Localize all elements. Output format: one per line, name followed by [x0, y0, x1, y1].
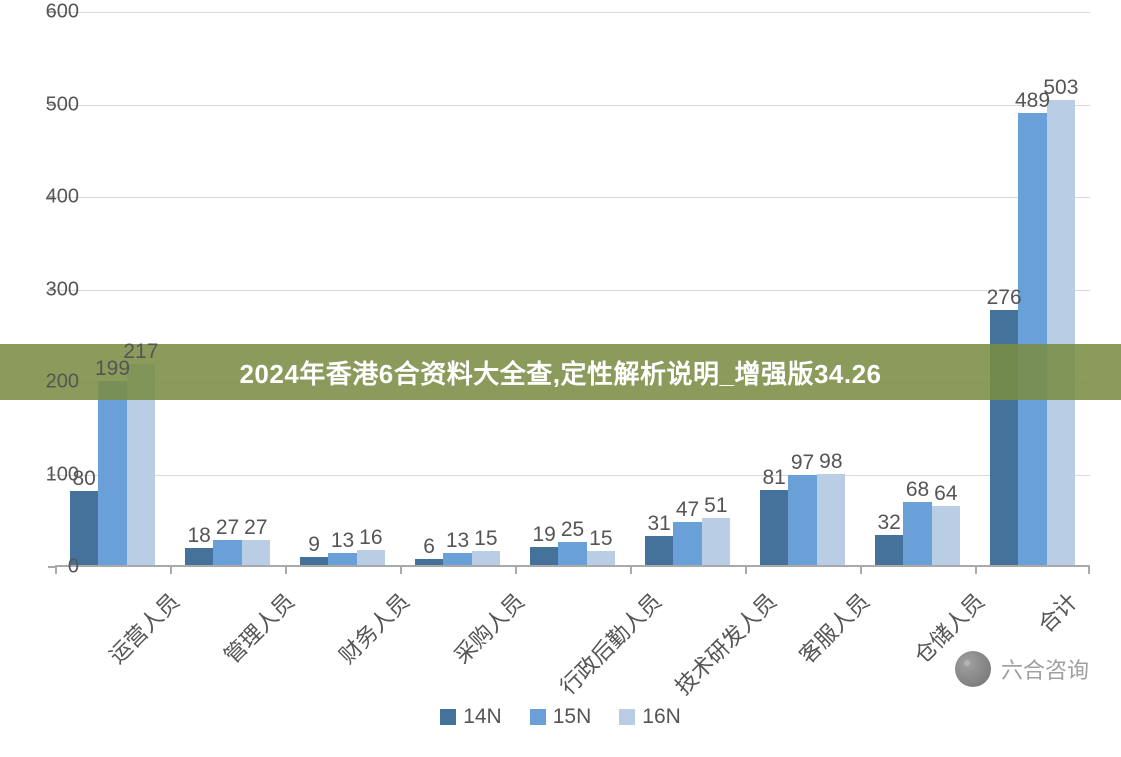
bar-value-label: 15: [589, 527, 612, 551]
bar: [185, 548, 213, 565]
gridline: [55, 12, 1090, 13]
bar: [1047, 100, 1075, 565]
bar-value-label: 15: [474, 527, 497, 551]
gridline: [55, 475, 1090, 476]
bar: [443, 553, 471, 565]
x-category-label: 技术研发人员: [666, 585, 782, 701]
bar-value-label: 32: [877, 511, 900, 535]
bar: [645, 536, 673, 565]
gridline: [55, 290, 1090, 291]
bar: [472, 551, 500, 565]
bar-value-label: 68: [906, 478, 929, 502]
x-tick-mark: [400, 567, 402, 574]
legend: 14N 15N 16N: [0, 705, 1121, 730]
legend-label: 14N: [463, 705, 502, 729]
legend-label: 16N: [642, 705, 681, 729]
legend-item: 16N: [619, 705, 681, 729]
legend-item: 15N: [530, 705, 592, 729]
bar-value-label: 27: [244, 516, 267, 540]
bar-value-label: 27: [216, 516, 239, 540]
bar: [70, 491, 98, 565]
bar: [328, 553, 356, 565]
x-tick-mark: [630, 567, 632, 574]
x-category-label: 采购人员: [445, 585, 530, 670]
legend-swatch: [619, 709, 635, 725]
bar-value-label: 9: [308, 533, 320, 557]
overlay-text: 2024年香港6合资料大全查,定性解析说明_增强版34.26: [239, 354, 881, 391]
bar: [817, 474, 845, 565]
bar: [357, 550, 385, 565]
bar-value-label: 64: [934, 482, 957, 506]
x-category-label: 合计: [1029, 585, 1083, 639]
bar-value-label: 19: [532, 523, 555, 547]
x-tick-mark: [1088, 567, 1090, 574]
x-category-label: 客服人员: [790, 585, 875, 670]
x-tick-mark: [55, 567, 57, 574]
watermark-text: 六合咨询: [1001, 653, 1089, 685]
x-tick-mark: [170, 567, 172, 574]
y-tick-label: 500: [46, 93, 79, 116]
y-tick-label: 600: [46, 1, 79, 24]
x-category-label: 行政后勤人员: [551, 585, 667, 701]
bar: [587, 551, 615, 565]
bar: [673, 522, 701, 565]
bar: [760, 490, 788, 565]
x-tick-mark: [975, 567, 977, 574]
bar-value-label: 16: [359, 526, 382, 550]
legend-item: 14N: [440, 705, 502, 729]
bar-value-label: 276: [987, 286, 1022, 310]
bar: [1018, 113, 1046, 565]
x-tick-mark: [860, 567, 862, 574]
y-tick-label: 400: [46, 186, 79, 209]
bar: [788, 475, 816, 565]
bar: [903, 502, 931, 565]
bar: [530, 547, 558, 565]
x-tick-mark: [515, 567, 517, 574]
x-category-label: 财务人员: [330, 585, 415, 670]
y-tick-label: 300: [46, 278, 79, 301]
y-tick-label: 200: [46, 371, 79, 394]
gridline: [55, 105, 1090, 106]
bar-value-label: 13: [446, 529, 469, 553]
legend-swatch: [440, 709, 456, 725]
bar: [242, 540, 270, 565]
bar-value-label: 18: [187, 524, 210, 548]
bar-value-label: 97: [791, 451, 814, 475]
x-category-label: 管理人员: [215, 585, 300, 670]
bar-value-label: 81: [762, 466, 785, 490]
bar-value-label: 47: [676, 498, 699, 522]
bar: [875, 535, 903, 565]
watermark: 六合咨询: [955, 651, 1089, 687]
legend-swatch: [530, 709, 546, 725]
y-tick-label: 0: [68, 556, 79, 579]
bar-value-label: 31: [647, 512, 670, 536]
bar-value-label: 25: [561, 518, 584, 542]
bar-value-label: 217: [123, 340, 158, 364]
bar: [415, 559, 443, 565]
bar-value-label: 98: [819, 450, 842, 474]
bar: [702, 518, 730, 565]
x-tick-mark: [285, 567, 287, 574]
bar-value-label: 13: [331, 529, 354, 553]
bar-value-label: 80: [72, 467, 95, 491]
bar-value-label: 51: [704, 494, 727, 518]
overlay-banner: 2024年香港6合资料大全查,定性解析说明_增强版34.26: [0, 344, 1121, 400]
bar-value-label: 6: [423, 535, 435, 559]
x-category-label: 运营人员: [100, 585, 185, 670]
bar: [98, 381, 126, 565]
legend-label: 15N: [553, 705, 592, 729]
bar-value-label: 503: [1043, 76, 1078, 100]
bar: [932, 506, 960, 565]
gridline: [55, 197, 1090, 198]
wechat-icon: [955, 651, 991, 687]
bar: [558, 542, 586, 565]
y-tick-mark: [48, 566, 55, 568]
x-tick-mark: [745, 567, 747, 574]
bar: [213, 540, 241, 565]
bar: [300, 557, 328, 565]
